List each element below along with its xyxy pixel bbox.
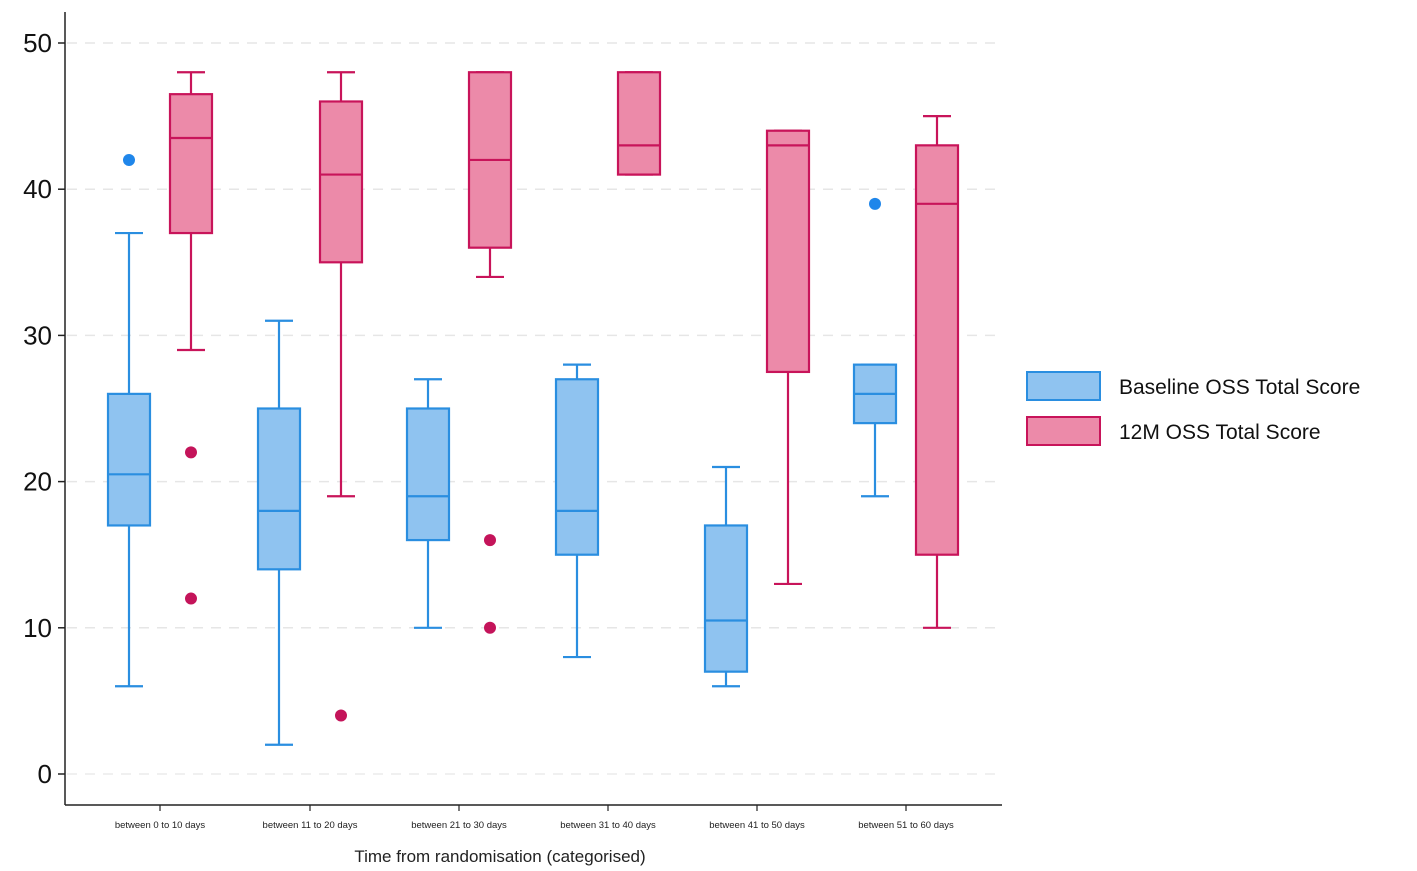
box-iqr — [168, 93, 214, 235]
box-12m-2 — [467, 71, 513, 634]
series-12m — [168, 71, 960, 722]
y-tick-label: 20 — [23, 467, 52, 497]
box-iqr — [703, 524, 749, 673]
y-tick-label: 10 — [23, 613, 52, 643]
y-tick-label: 40 — [23, 174, 52, 204]
box-baseline-2 — [405, 378, 451, 629]
box-baseline-5 — [852, 197, 898, 498]
x-category-label: between 0 to 10 days — [115, 820, 206, 831]
box-baseline-3 — [554, 363, 600, 659]
outlier-point — [185, 446, 197, 459]
series-baseline — [106, 153, 898, 746]
box-series — [106, 71, 960, 746]
outlier-point — [484, 621, 496, 634]
box-iqr — [106, 392, 152, 527]
y-tick-labels: 0 10 20 30 40 50 — [23, 28, 65, 789]
box-baseline-1 — [256, 319, 302, 746]
box-iqr — [318, 100, 364, 264]
box-baseline-0 — [106, 153, 152, 688]
box-iqr — [256, 407, 302, 571]
legend-label: Baseline OSS Total Score — [1119, 376, 1360, 399]
box-iqr — [405, 407, 451, 542]
box-12m-5 — [914, 114, 960, 629]
axes — [64, 12, 1002, 806]
legend-swatch — [1026, 371, 1101, 401]
legend: Baseline OSS Total Score 12M OSS Total Sc… — [1026, 371, 1360, 446]
outlier-point — [123, 153, 135, 166]
outlier-point — [869, 197, 881, 210]
gridlines — [67, 42, 1002, 775]
box-12m-3 — [616, 71, 662, 176]
legend-label: 12M OSS Total Score — [1119, 421, 1321, 444]
outlier-point — [335, 709, 347, 722]
x-category-labels: between 0 to 10 days between 11 to 20 day… — [115, 805, 954, 831]
box-12m-1 — [318, 71, 364, 722]
outlier-point — [484, 534, 496, 547]
legend-swatch — [1026, 416, 1101, 446]
box-12m-0 — [168, 71, 214, 605]
box-12m-4 — [765, 129, 811, 586]
x-axis-title: Time from randomisation (categorised) — [354, 847, 645, 866]
x-category-label: between 11 to 20 days — [263, 820, 358, 831]
y-tick-label: 0 — [38, 759, 52, 789]
outlier-point — [185, 592, 197, 605]
box-iqr — [616, 71, 662, 176]
box-baseline-4 — [703, 465, 749, 688]
y-tick-label: 50 — [23, 28, 52, 58]
box-iqr — [554, 378, 600, 556]
x-category-label: between 21 to 30 days — [411, 820, 507, 831]
x-category-label: between 51 to 60 days — [858, 820, 954, 831]
y-tick-label: 30 — [23, 320, 52, 350]
box-iqr — [765, 129, 811, 374]
box-iqr — [914, 144, 960, 556]
x-category-label: between 41 to 50 days — [709, 820, 805, 831]
x-category-label: between 31 to 40 days — [560, 820, 656, 831]
